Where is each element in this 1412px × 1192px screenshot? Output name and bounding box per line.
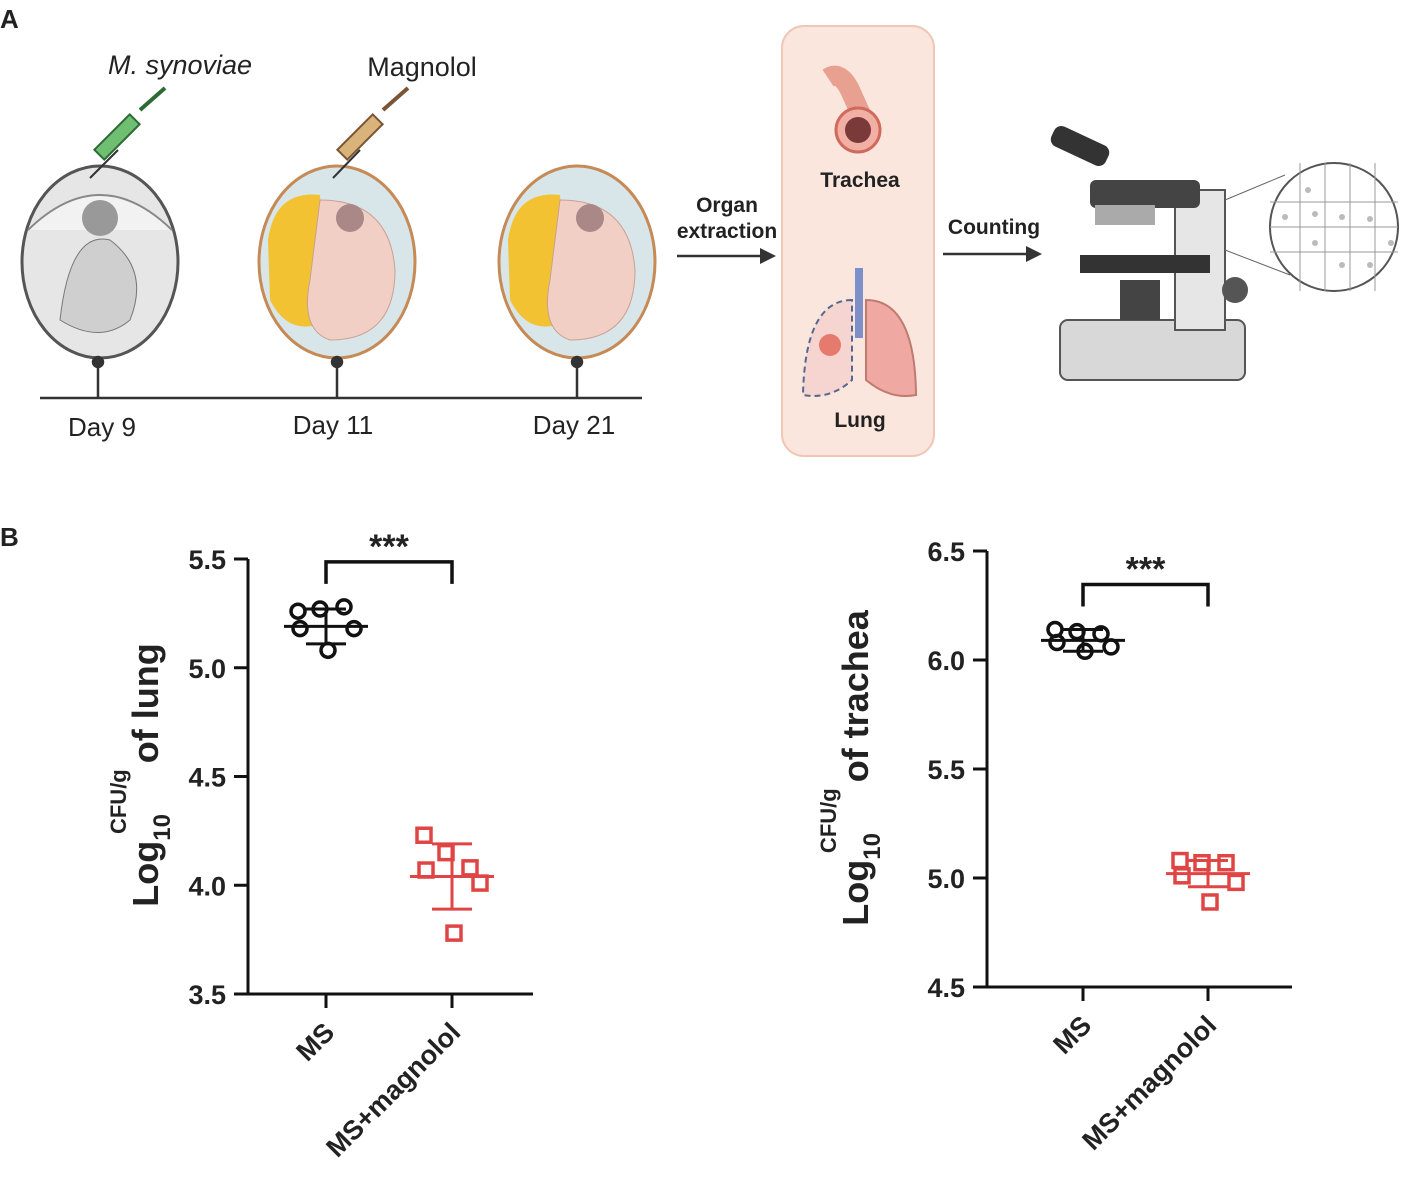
injection-label: Magnolol	[367, 52, 477, 82]
x-tick-label: MS+magnolol	[1076, 1010, 1222, 1156]
data-point	[1171, 851, 1189, 870]
step-label: Organ extraction	[677, 194, 777, 243]
y-tick-label: 3.5	[188, 980, 226, 1010]
y-tick-label: 4.5	[188, 763, 226, 793]
y-tick-label: 5.0	[188, 654, 226, 684]
y-tick-label: 5.5	[188, 545, 226, 575]
y-axis-label-part: Log	[835, 860, 876, 926]
trachea-icon	[822, 65, 882, 154]
y-axis-label: Log10 CFU/g of lung	[106, 643, 176, 906]
arrow	[943, 246, 1042, 262]
significance-label: ***	[369, 528, 409, 566]
data-point	[319, 641, 337, 660]
y-axis-label-part: CFU/g	[816, 788, 841, 853]
y-tick-label: 4.0	[188, 871, 226, 901]
timeline-label: Day 9	[68, 412, 136, 442]
data-point	[415, 826, 433, 844]
timeline-label: Day 11	[293, 410, 373, 440]
injection-label: M. synoviae	[108, 50, 252, 80]
y-axis-label-part: CFU/g	[106, 769, 131, 834]
significance-bracket	[324, 560, 454, 584]
y-tick-label: 4.5	[927, 973, 965, 1003]
egg-day11	[257, 164, 417, 360]
panel-label: A	[0, 4, 19, 34]
egg-day21	[497, 164, 657, 360]
y-axis-label-part: Log	[125, 841, 166, 907]
timeline-label: Day 21	[533, 410, 615, 440]
syringe-green	[89, 86, 167, 179]
microscope	[1050, 125, 1248, 381]
step-label: Counting	[948, 216, 1040, 239]
y-tick-label: 5.0	[927, 864, 965, 894]
y-axis-label-part: of lung	[125, 643, 166, 763]
significance-bracket	[1081, 582, 1210, 607]
data-point	[1201, 893, 1219, 911]
count-grid	[1224, 162, 1399, 292]
arrow	[677, 248, 776, 264]
y-tick-label: 5.5	[927, 755, 965, 785]
y-axis-label-part: of trachea	[835, 609, 876, 782]
organ-label: Lung	[834, 409, 885, 432]
data-point	[291, 619, 309, 638]
y-axis-label-part: 10	[859, 833, 886, 860]
data-point	[1102, 638, 1120, 656]
data-point	[345, 619, 363, 638]
data-point	[417, 861, 435, 879]
y-tick-label: 6.5	[927, 537, 965, 567]
data-point	[1217, 853, 1235, 872]
data-point	[471, 874, 489, 892]
step-label-group: Organ extraction	[677, 194, 777, 243]
significance-label: ***	[1126, 550, 1166, 588]
y-axis-label-part: 10	[149, 814, 176, 841]
y-axis-label: Log10 CFU/g of trachea	[816, 609, 886, 925]
data-point	[289, 602, 307, 620]
data-point	[335, 598, 353, 616]
x-tick-label: MS	[290, 1017, 340, 1067]
data-point	[445, 924, 463, 942]
timeline	[40, 355, 642, 400]
syringe-brown	[332, 86, 410, 179]
lung-icon	[801, 268, 918, 397]
y-tick-label: 6.0	[927, 646, 965, 676]
egg-day9	[20, 164, 180, 360]
organ-label: Trachea	[820, 169, 900, 192]
data-point	[1048, 633, 1066, 652]
data-point	[1227, 873, 1245, 892]
x-tick-label: MS+magnolol	[320, 1017, 466, 1163]
panel-label: B	[0, 522, 19, 552]
data-point	[461, 859, 479, 877]
data-point	[1173, 867, 1191, 885]
x-tick-label: MS	[1047, 1010, 1097, 1060]
